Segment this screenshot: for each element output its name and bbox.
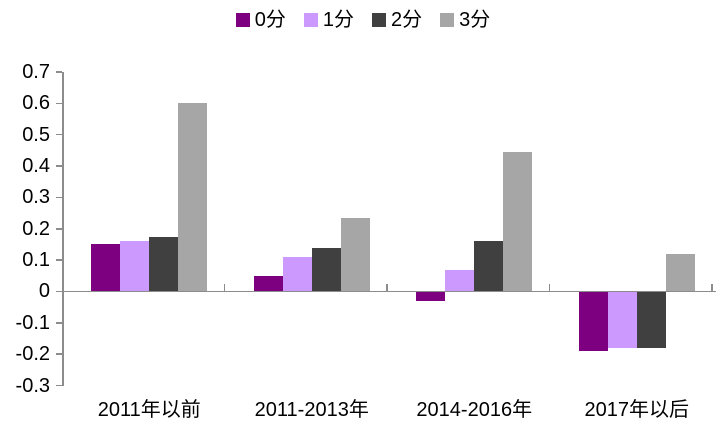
bar bbox=[311, 247, 341, 292]
y-axis-tick bbox=[56, 259, 62, 261]
legend-swatch bbox=[440, 13, 455, 27]
y-axis-tick bbox=[56, 353, 62, 355]
y-tick-label: 0.3 bbox=[22, 186, 50, 209]
bar bbox=[503, 151, 533, 292]
y-axis-line bbox=[62, 72, 64, 386]
bar bbox=[340, 217, 370, 292]
bar bbox=[91, 244, 121, 292]
x-axis-tick bbox=[223, 284, 226, 292]
bar bbox=[578, 291, 608, 351]
y-tick-label: 0.5 bbox=[22, 123, 50, 146]
y-tick-label: -0.3 bbox=[15, 374, 50, 397]
x-axis-tick bbox=[711, 284, 713, 292]
chart-legend: 0分 1分 2分 3分 bbox=[0, 10, 726, 30]
y-axis-tick bbox=[56, 228, 62, 230]
y-tick-label: 0 bbox=[38, 280, 50, 303]
x-axis-tick bbox=[386, 284, 388, 292]
bar bbox=[607, 291, 637, 348]
y-tick-label: -0.1 bbox=[15, 311, 50, 334]
y-axis-tick bbox=[56, 384, 62, 387]
bar bbox=[253, 275, 283, 292]
y-tick-label: 0.1 bbox=[22, 249, 50, 272]
legend-item: 1分 bbox=[303, 9, 354, 31]
y-tick-label: 0.6 bbox=[22, 92, 50, 115]
bar bbox=[665, 253, 695, 292]
y-axis-tick bbox=[56, 290, 62, 293]
legend-swatch bbox=[372, 13, 386, 27]
bar bbox=[416, 291, 446, 301]
legend-swatch bbox=[235, 13, 250, 27]
legend-label: 1分 bbox=[322, 9, 354, 31]
legend-swatch bbox=[303, 13, 318, 27]
x-axis-tick bbox=[548, 284, 551, 292]
y-axis-tick bbox=[56, 322, 62, 324]
y-tick-label: 0.2 bbox=[22, 217, 50, 240]
legend-item: 3分 bbox=[440, 10, 490, 30]
bar bbox=[120, 241, 150, 292]
x-category-label: 2011-2013年 bbox=[254, 399, 369, 421]
y-axis-tick bbox=[56, 102, 62, 105]
y-tick-label: 0.4 bbox=[22, 155, 50, 178]
y-axis-tick bbox=[56, 165, 62, 167]
bar bbox=[445, 269, 475, 292]
legend-label: 0分 bbox=[254, 9, 286, 31]
y-axis-tick bbox=[56, 133, 62, 136]
bar bbox=[474, 241, 504, 292]
legend-label: 3分 bbox=[459, 9, 491, 31]
y-axis-tick bbox=[56, 71, 62, 73]
x-category-label: 2017年以后 bbox=[584, 399, 690, 421]
bar bbox=[282, 256, 312, 292]
bar bbox=[178, 103, 208, 292]
x-category-label: 2011年以前 bbox=[97, 399, 201, 421]
bar bbox=[149, 236, 179, 292]
bar bbox=[636, 291, 666, 348]
x-axis-line bbox=[62, 290, 716, 293]
legend-item: 0分 bbox=[235, 9, 286, 31]
legend-label: 2分 bbox=[391, 9, 423, 31]
x-category-label: 2014-2016年 bbox=[416, 399, 533, 421]
y-tick-label: -0.2 bbox=[15, 343, 50, 366]
y-tick-label: 0.7 bbox=[22, 61, 50, 83]
legend-item: 2分 bbox=[372, 10, 422, 30]
y-axis-tick bbox=[56, 196, 62, 199]
